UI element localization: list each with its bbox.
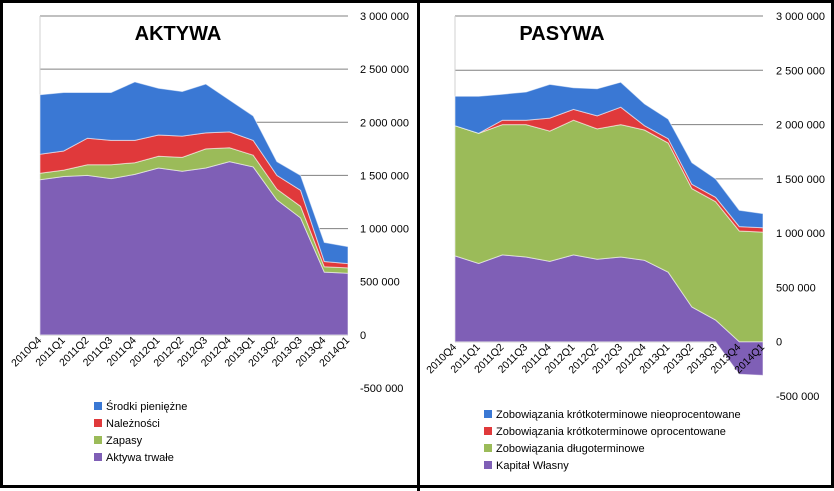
y-tick-label: 3 000 000 [776,11,825,23]
legend-label: Zobowiązania krótkoterminowe nieoprocent… [496,409,741,421]
chart-title-pasywa: PASYWA [519,23,604,45]
legend-swatch [484,427,492,435]
y-tick-label: 500 000 [776,282,816,294]
legend-label: Zobowiązania krótkoterminowe oprocentowa… [496,426,726,438]
y-tick-label: 1 000 000 [776,228,825,240]
legend-swatch [484,444,492,452]
legend-label: Zobowiązania długoterminowe [496,443,645,455]
y-tick-label: 0 [776,337,782,349]
legend-swatch [484,461,492,469]
y-tick-label: 2 500 000 [776,65,825,77]
y-tick-label: -500 000 [776,391,819,403]
y-tick-label: 1 500 000 [776,174,825,186]
y-tick-label: 2 000 000 [776,120,825,132]
legend-label: Kapitał Własny [496,460,569,472]
legend-swatch [484,410,492,418]
